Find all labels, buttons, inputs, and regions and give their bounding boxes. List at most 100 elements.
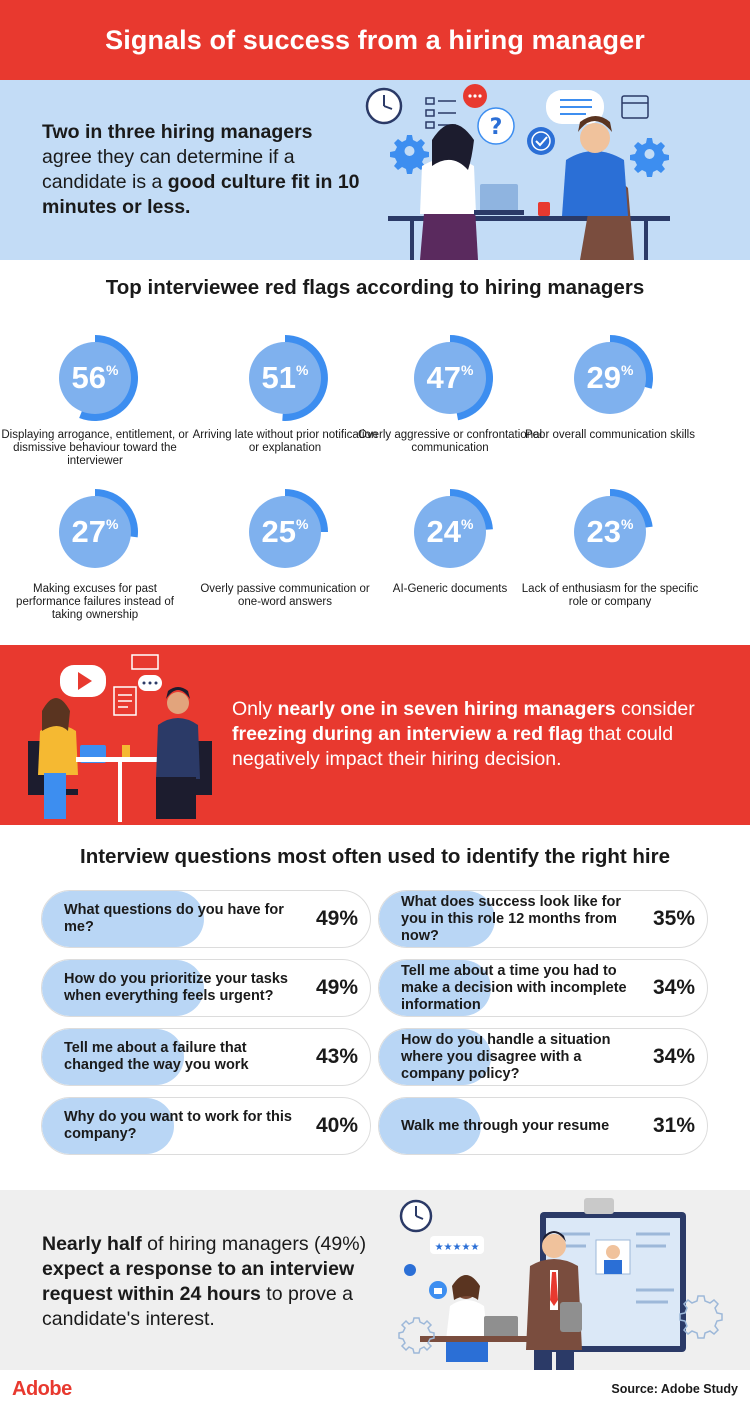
culture-fit-statement: Two in three hiring managers agree they … (42, 120, 362, 220)
question-value: 34 (652, 976, 677, 999)
red-flag-donut (59, 489, 138, 568)
culture-fit-text-part: Two in three hiring managers (42, 121, 313, 143)
freeze-text-part: that could negatively impact their hirin… (232, 723, 674, 770)
clock-icon (365, 87, 403, 125)
freeze-text-part: consider (615, 698, 695, 720)
svg-text:?: ? (490, 115, 503, 140)
red-flag-disc (249, 342, 321, 414)
red-flag-value: 51 (261, 360, 297, 395)
question-bar-fill (42, 1029, 184, 1085)
red-flag-donut (414, 489, 493, 568)
question-unit: % (339, 1114, 358, 1137)
red-flag-value: 25 (261, 514, 297, 549)
freeze-panel: Only nearly one in seven hiring managers… (0, 645, 750, 825)
red-flag-label: Overly passive communication or one-word… (200, 583, 370, 608)
question-value: 35 (652, 907, 677, 930)
question-label: How do you handle a situation where you … (401, 1031, 611, 1082)
footer: Adobe Source: Adobe Study (0, 1370, 750, 1409)
notification-dot (404, 1264, 416, 1276)
response-text-part: to prove a candidate's interest. (42, 1283, 354, 1330)
red-flag-donut (414, 335, 494, 421)
question-bar-fill (379, 1098, 482, 1154)
question-label: Tell me about a time you had to make a d… (401, 962, 627, 1013)
red-flag-unit: % (296, 516, 309, 532)
question-bar: Walk me through your resume 31% (378, 1097, 708, 1155)
question-unit: % (339, 907, 358, 930)
freeze-text-part: nearly one in seven hiring managers (277, 698, 616, 720)
question-unit: % (339, 1045, 358, 1068)
header-banner: Signals of success from a hiring manager (0, 0, 750, 80)
red-flag-donut (249, 335, 328, 421)
red-flag-donut (59, 335, 139, 421)
question-percent: 49% (316, 891, 358, 947)
red-flag-value: 27 (71, 514, 107, 549)
question-unit: % (676, 1114, 695, 1137)
question-value: 49 (315, 907, 340, 930)
red-flag-percent: 23% (565, 487, 655, 577)
question-value: 43 (315, 1045, 340, 1068)
red-flag-label: Lack of enthusiasm for the specific role… (521, 583, 699, 608)
question-unit: % (339, 976, 358, 999)
question-label: What does success look like for you in t… (401, 893, 621, 944)
questions-title: Interview questions most often used to i… (80, 845, 670, 868)
red-flag-label: Making excuses for past performance fail… (16, 583, 174, 621)
red-flag-disc (59, 496, 131, 568)
chat-bubble-icon (463, 84, 487, 108)
question-value: 31 (652, 1114, 677, 1137)
question-bar: How do you prioritize your tasks when ev… (41, 959, 371, 1017)
response-text-part: of hiring managers (49%) (141, 1233, 367, 1255)
question-percent: 35% (653, 891, 695, 947)
red-flag-percent: 25% (240, 487, 330, 577)
question-unit: % (676, 907, 695, 930)
gear-icon (679, 1295, 723, 1339)
question-bar-fill (379, 1029, 492, 1085)
question-percent: 49% (316, 960, 358, 1016)
note-icon (131, 654, 159, 670)
red-flag-unit: % (621, 516, 634, 532)
question-value: 49 (315, 976, 340, 999)
red-flag-disc (414, 496, 486, 568)
question-bar-fill (42, 1098, 174, 1154)
red-flag-label: Overly aggressive or confrontational com… (357, 429, 543, 454)
question-bar-fill (379, 891, 495, 947)
document-icon (113, 686, 137, 716)
red-flag-label: Arriving late without prior notification… (192, 429, 378, 454)
red-flag-disc (59, 342, 131, 414)
response-text-part: expect a response to an interview reques… (42, 1258, 355, 1305)
question-bar: What questions do you have for me? 49% (41, 890, 371, 948)
red-flag-percent: 51% (240, 333, 330, 423)
response-statement: Nearly half of hiring managers (49%) exp… (42, 1232, 377, 1332)
star-rating-icon: ★★★★★ (430, 1236, 484, 1254)
question-percent: 34% (653, 960, 695, 1016)
candidate-figure (526, 1231, 582, 1370)
resume-review-illustration: ★★★★★ (398, 1198, 723, 1370)
response-text-part: Nearly half (42, 1233, 142, 1255)
red-flag-unit: % (106, 516, 119, 532)
freeze-statement: Only nearly one in seven hiring managers… (232, 697, 732, 772)
red-flag-percent: 27% (50, 487, 140, 577)
red-flag-donut (574, 335, 653, 414)
question-bar: Why do you want to work for this company… (41, 1097, 371, 1155)
response-panel: Nearly half of hiring managers (49%) exp… (0, 1190, 750, 1370)
question-label: Walk me through your resume (401, 1117, 610, 1134)
meeting-scene (28, 687, 212, 822)
red-flag-unit: % (461, 516, 474, 532)
question-label: How do you prioritize your tasks when ev… (64, 971, 288, 1004)
freeze-text-part: Only (232, 698, 278, 720)
question-bar: Tell me about a time you had to make a d… (378, 959, 708, 1017)
checklist-icon (425, 97, 456, 129)
question-percent: 40% (316, 1098, 358, 1154)
red-flag-label: Poor overall communication skills (524, 429, 695, 441)
question-bar-fill (42, 891, 204, 947)
red-flag-label: Displaying arrogance, entitlement, or di… (1, 429, 189, 467)
red-flag-percent: 47% (405, 333, 495, 423)
video-play-icon (60, 665, 106, 697)
culture-fit-panel: Two in three hiring managers agree they … (0, 80, 750, 260)
red-flag-label: AI-Generic documents (392, 583, 508, 595)
freeze-text-part: freezing during an interview a red flag (232, 723, 584, 745)
question-bar: How do you handle a situation where you … (378, 1028, 708, 1086)
checkmark-icon (527, 127, 555, 155)
question-icon: ? (477, 107, 515, 145)
red-flag-disc (249, 496, 321, 568)
red-flag-value: 24 (426, 514, 462, 549)
